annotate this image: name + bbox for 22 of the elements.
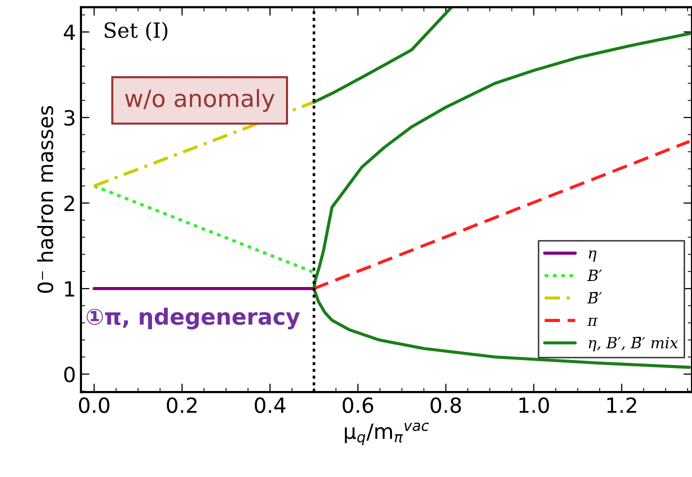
y-tick-label: 1: [65, 281, 74, 297]
legend-label: B̄′: [587, 292, 602, 304]
x-tick-label: 1.2: [607, 397, 636, 413]
x-tick-label: 0.6: [342, 397, 374, 414]
legend-label: η: [588, 250, 596, 262]
legend-label: B′: [587, 270, 602, 281]
annotation: ①π, ηdegeneracy: [86, 308, 300, 330]
annotation: w/o anomaly: [125, 88, 274, 112]
legend-label: π: [587, 318, 598, 326]
y-tick-label: 0: [64, 366, 75, 382]
x-tick-label: 0.8: [430, 397, 461, 414]
x-tick-label: 0.4: [254, 397, 286, 414]
x-tick-label: 0.0: [78, 397, 110, 414]
x-tick-label: 0.2: [166, 397, 197, 414]
x-tick-label: 1.0: [519, 397, 549, 414]
y-tick-label: 4: [64, 24, 75, 40]
legend-label: η, B′, B̄′ mix: [588, 336, 678, 352]
annotation: Set (I): [104, 22, 168, 41]
y-tick-label: 2: [64, 196, 74, 211]
y-axis-title: 0⁻ hadron masses: [37, 106, 54, 293]
x-axis-title: μ$_{q}$/m$_{π}$$^{vac}$: [344, 422, 429, 446]
y-tick-label: 3: [64, 110, 74, 126]
